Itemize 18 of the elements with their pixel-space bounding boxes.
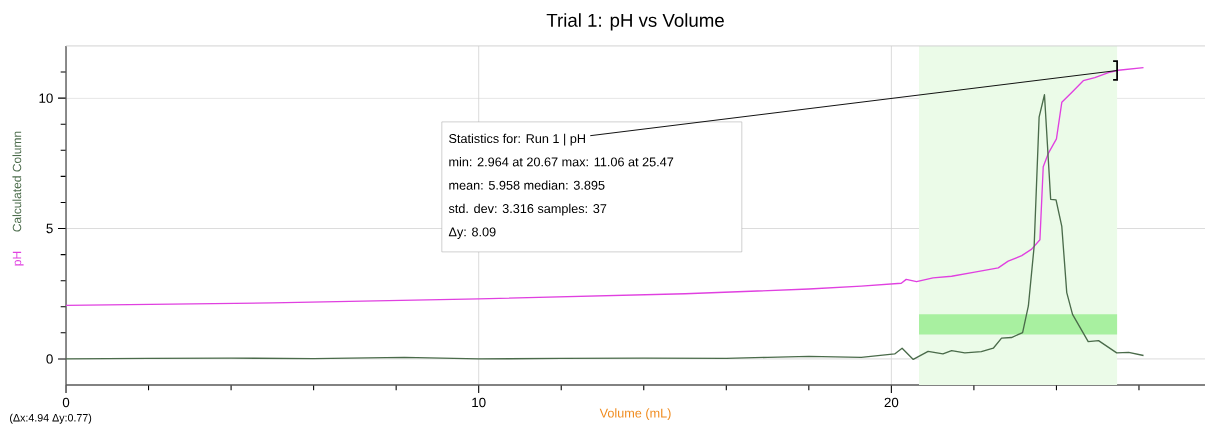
x-tick-label: 0 — [62, 397, 70, 408]
chart-title: Trial 1: pH vs Volume — [546, 13, 724, 31]
annotation: Statistics for: Run 1 | pH — [449, 133, 585, 146]
annotation: min: 2.964 at 20.67 max: 11.06 at 25.47 — [449, 157, 674, 167]
y-tick-label: 0 — [46, 354, 53, 364]
text: pH — [12, 251, 24, 266]
x-tick-label: 10 — [472, 397, 486, 408]
annotation: std. dev: 3.316 samples: 37 — [448, 203, 607, 216]
x-tick-label: 20 — [884, 397, 899, 408]
annotation: mean: 5.958 median: 3.895 — [449, 180, 605, 190]
line-series — [65, 66, 1145, 307]
line-series — [65, 94, 1145, 361]
text: Calculated Column — [12, 131, 22, 232]
text: (Δx:4.94 Δy:0.77) — [10, 413, 92, 424]
y-tick-label: 10 — [39, 93, 53, 103]
y-tick-label: 5 — [46, 223, 53, 234]
x-axis-title: Volume (mL) — [599, 408, 671, 421]
annotation: Δy: 8.09 — [448, 227, 496, 239]
